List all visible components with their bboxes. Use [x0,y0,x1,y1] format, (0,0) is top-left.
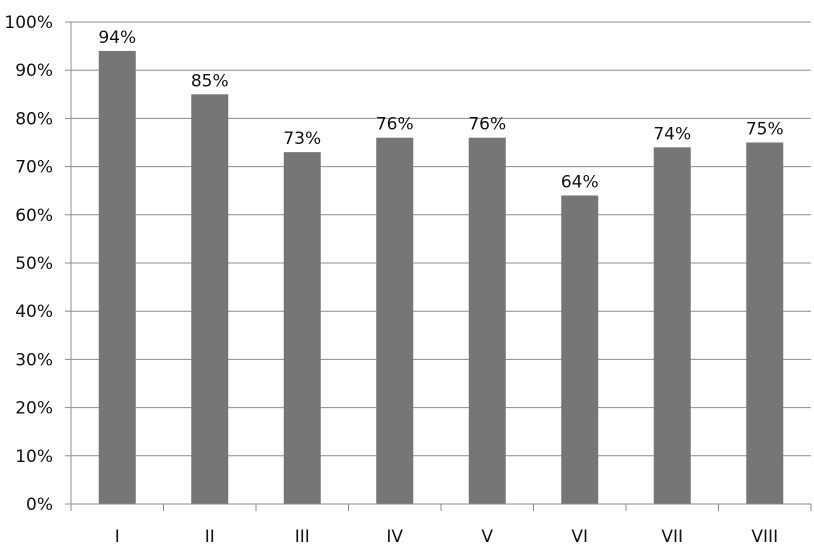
data-label: 94% [98,28,136,48]
data-label: 76% [468,115,506,135]
bar-iv [376,137,414,504]
gridlines [65,21,811,505]
y-tick-label: 10% [15,447,53,467]
bar-vii [653,147,691,504]
y-axis-tick-labels: 0% 10% 20% 30% 40% 50% 60% 70% 80% 90% 100% [4,13,53,515]
x-tick-label: VI [571,527,588,547]
data-label: 64% [561,173,599,193]
y-tick-label: 100% [4,13,53,33]
x-tick-label: VIII [751,527,778,547]
x-tick-label: I [115,527,120,547]
data-label: 85% [191,71,229,91]
y-tick-label: 40% [15,302,53,322]
bar-vi [561,195,599,504]
y-tick-label: 70% [15,158,53,178]
x-axis-tick-labels: I II III IV V VI VII VIII [115,527,778,547]
data-label: 76% [376,115,414,135]
y-tick-label: 50% [15,254,53,274]
y-tick-label: 0% [26,495,53,515]
data-label: 74% [653,124,691,144]
y-tick-label: 30% [15,350,53,370]
axes [70,22,812,511]
data-labels: 94% 85% 73% 76% 76% 64% 74% 75% [98,28,783,193]
data-label: 75% [746,120,784,140]
bar-viii [746,142,784,504]
bar-v [468,137,506,504]
x-tick-label: V [481,527,493,547]
x-tick-label: III [295,527,310,547]
y-tick-label: 80% [15,109,53,129]
data-label: 73% [283,129,321,149]
bar-iii [283,152,321,504]
y-tick-label: 90% [15,61,53,81]
bar-i [98,50,136,505]
bar-ii [191,94,229,505]
x-tick-label: IV [386,527,403,547]
y-tick-label: 20% [15,399,53,419]
y-tick-label: 60% [15,206,53,226]
x-tick-label: II [205,527,215,547]
bars [98,50,784,505]
x-tick-label: VII [661,527,683,547]
